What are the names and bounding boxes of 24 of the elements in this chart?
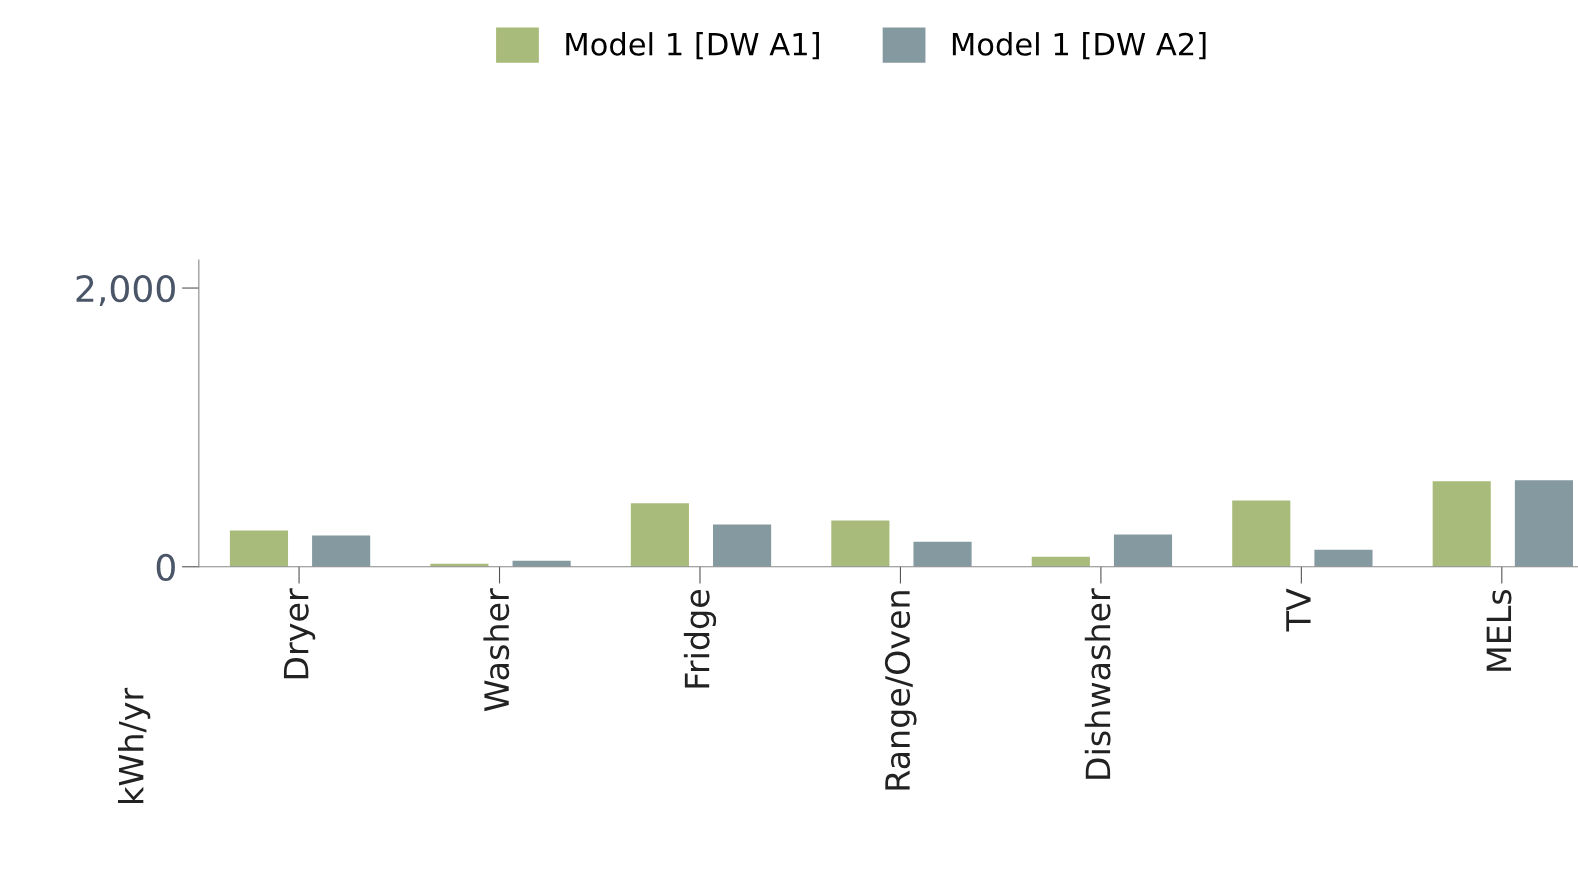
bar [1031, 556, 1090, 567]
legend-label: Model 1 [DW A2] [952, 32, 1206, 60]
bar [1113, 534, 1173, 567]
bar [831, 520, 890, 567]
x-tick-label: Dishwasher [1084, 588, 1111, 779]
bar [1514, 480, 1573, 567]
bar [229, 530, 289, 567]
bar [1232, 500, 1291, 567]
bar [1314, 549, 1373, 567]
x-tick-label: Fridge [683, 590, 717, 688]
x-tick-label: TV [1286, 588, 1311, 632]
y-axis-title: kWh/yr [118, 687, 151, 803]
bar [630, 503, 689, 567]
x-tick-label: Washer [483, 588, 510, 712]
y-tick-label: 0 [156, 553, 175, 581]
x-tick-label: Range/Oven [884, 591, 917, 790]
bar [913, 541, 972, 567]
x-tick-label: Dryer [283, 588, 316, 679]
legend-label: Model 1 [DW A1] [566, 32, 819, 60]
x-tick-label: MELs [1486, 589, 1512, 671]
bar [1432, 481, 1491, 567]
bar [713, 524, 772, 567]
bar [312, 535, 371, 567]
y-tick-label: 2,000 [76, 274, 175, 306]
